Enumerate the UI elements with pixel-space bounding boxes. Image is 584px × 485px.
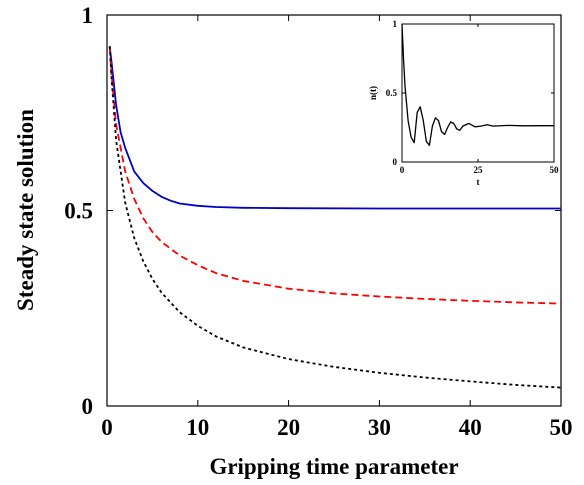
main-x-tick-label: 50 [550, 415, 573, 440]
inset-plot-frame [401, 23, 555, 163]
main-ticks [106, 14, 562, 407]
inset-ticks [401, 23, 555, 163]
main-x-tick-label: 30 [368, 415, 391, 440]
main-y-tick-label: 0.5 [64, 199, 93, 224]
y-axis-title: Steady state solution [13, 109, 38, 311]
inset-series [401, 23, 554, 147]
main-series [108, 46, 562, 389]
inset-x-tick-label: 0 [400, 165, 405, 175]
main-y-tick-label: 1 [82, 3, 94, 28]
main-x-tick-label: 0 [101, 415, 113, 440]
main-series-line-1 [108, 46, 561, 210]
main-y-tick-label: 0 [82, 394, 94, 419]
inset-x-axis-title: t [477, 177, 480, 187]
main-x-tick-label: 10 [186, 415, 209, 440]
inset-series-line-1 [401, 23, 554, 147]
main-series-line-3 [108, 46, 562, 389]
main-series-line-2 [108, 46, 562, 305]
inset-y-tick-label: 0.5 [386, 88, 398, 98]
inset-y-axis-title: n(t) [368, 86, 378, 100]
inset-tick-labels: 0 25 50 0 0.5 1 [386, 19, 559, 175]
inset-y-tick-label: 0 [393, 157, 398, 167]
main-x-tick-label: 40 [459, 415, 482, 440]
main-x-tick-label: 20 [277, 415, 300, 440]
inset-x-tick-label: 25 [474, 165, 484, 175]
inset-x-tick-label: 50 [550, 165, 560, 175]
inset-y-tick-label: 1 [393, 19, 398, 29]
x-axis-title: Gripping time parameter [209, 454, 458, 479]
